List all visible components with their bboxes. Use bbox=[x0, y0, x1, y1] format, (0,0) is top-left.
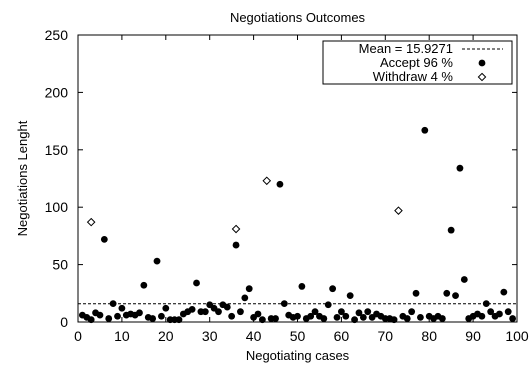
accept-point bbox=[351, 316, 358, 324]
accept-point bbox=[105, 315, 113, 322]
x-tick-label: 10 bbox=[114, 328, 130, 344]
accept-point bbox=[311, 308, 319, 316]
accept-point bbox=[175, 316, 183, 324]
accept-point bbox=[307, 312, 315, 320]
accept-point bbox=[237, 308, 244, 316]
data-points bbox=[78, 126, 517, 324]
accept-point bbox=[280, 300, 288, 308]
legend-mean-label: Mean = 15.9271 bbox=[359, 41, 453, 56]
accept-point bbox=[329, 285, 337, 293]
x-tick-label: 0 bbox=[74, 328, 82, 344]
y-tick-label: 250 bbox=[45, 27, 69, 43]
x-tick-label: 50 bbox=[290, 328, 306, 344]
x-tick-label: 70 bbox=[378, 328, 394, 344]
legend-accept-marker bbox=[478, 59, 486, 67]
withdraw-point bbox=[394, 206, 403, 215]
accept-point bbox=[215, 308, 222, 316]
accept-point bbox=[342, 312, 350, 320]
accept-point bbox=[452, 292, 459, 299]
accept-point bbox=[298, 283, 306, 290]
accept-point bbox=[188, 305, 196, 313]
accept-point bbox=[162, 304, 170, 312]
legend-withdraw-marker bbox=[477, 72, 487, 82]
accept-point bbox=[153, 257, 161, 265]
accept-point bbox=[136, 309, 143, 317]
x-tick-label: 20 bbox=[158, 328, 174, 344]
y-tick-label: 0 bbox=[60, 314, 68, 330]
legend-accept-label: Accept 96 % bbox=[380, 55, 453, 70]
accept-point bbox=[193, 279, 200, 287]
y-tick-label: 150 bbox=[45, 142, 69, 158]
accept-point bbox=[324, 301, 332, 309]
accept-point bbox=[509, 315, 517, 322]
accept-point bbox=[228, 312, 236, 320]
axis-tick-labels: 0 10 20 30 40 50 60 70 80 90 100 0 50 100 150 200 250 bbox=[45, 27, 529, 344]
accept-point bbox=[456, 164, 464, 172]
accept-point bbox=[447, 226, 455, 234]
accept-point bbox=[482, 300, 490, 308]
accept-point bbox=[276, 180, 284, 188]
legend-withdraw-label: Withdraw 4 % bbox=[373, 69, 454, 84]
legend: Mean = 15.9271 Accept 96 % Withdraw 4 % bbox=[322, 40, 513, 85]
withdraw-point bbox=[231, 224, 241, 234]
accept-point bbox=[100, 235, 108, 243]
x-axis-title: Negotiating cases bbox=[246, 348, 350, 363]
accept-point bbox=[500, 288, 508, 296]
accept-point bbox=[438, 315, 446, 322]
accept-point bbox=[346, 292, 354, 299]
accept-point bbox=[504, 308, 512, 316]
x-tick-label: 100 bbox=[505, 328, 529, 344]
accept-point bbox=[417, 314, 424, 321]
accept-point bbox=[201, 308, 209, 316]
accept-point bbox=[241, 294, 249, 302]
accept-point bbox=[149, 315, 157, 322]
accept-point bbox=[294, 312, 301, 320]
y-axis-title: Negotiations Lenght bbox=[15, 120, 30, 236]
accept-point bbox=[232, 241, 240, 249]
accept-point bbox=[333, 314, 341, 321]
accept-point bbox=[114, 312, 121, 320]
accept-point bbox=[87, 316, 95, 324]
accept-point bbox=[140, 281, 148, 289]
accept-point bbox=[96, 311, 104, 319]
accept-point bbox=[421, 126, 429, 134]
x-tick-label: 60 bbox=[334, 328, 350, 344]
axis-ticks bbox=[77, 34, 518, 323]
y-tick-label: 200 bbox=[45, 84, 69, 100]
accept-point bbox=[223, 303, 231, 311]
accept-point bbox=[364, 308, 372, 316]
x-tick-label: 90 bbox=[465, 328, 481, 344]
x-tick-label: 30 bbox=[202, 328, 218, 344]
withdraw-point bbox=[262, 176, 272, 186]
accept-point bbox=[338, 308, 345, 316]
chart-title: Negotiations Outcomes bbox=[230, 10, 366, 25]
accept-point bbox=[496, 310, 503, 318]
accept-point bbox=[258, 316, 266, 324]
accept-point bbox=[254, 310, 262, 318]
y-tick-label: 50 bbox=[52, 257, 68, 273]
accept-point bbox=[245, 285, 253, 293]
y-tick-label: 100 bbox=[45, 199, 69, 215]
accept-point bbox=[359, 314, 367, 321]
withdraw-point bbox=[86, 217, 96, 227]
accept-point bbox=[320, 315, 328, 322]
accept-point bbox=[408, 308, 416, 316]
accept-point bbox=[355, 309, 363, 317]
accept-point bbox=[158, 312, 165, 320]
accept-point bbox=[403, 315, 411, 322]
accept-point bbox=[390, 316, 398, 324]
accept-point bbox=[478, 312, 486, 320]
accept-point bbox=[118, 304, 126, 312]
accept-point bbox=[443, 289, 451, 297]
accept-point bbox=[487, 308, 495, 316]
x-tick-label: 40 bbox=[246, 328, 262, 344]
accept-point bbox=[460, 276, 468, 283]
accept-point bbox=[412, 289, 420, 297]
accept-point bbox=[272, 315, 279, 322]
accept-point bbox=[109, 300, 117, 308]
x-tick-label: 80 bbox=[421, 328, 437, 344]
